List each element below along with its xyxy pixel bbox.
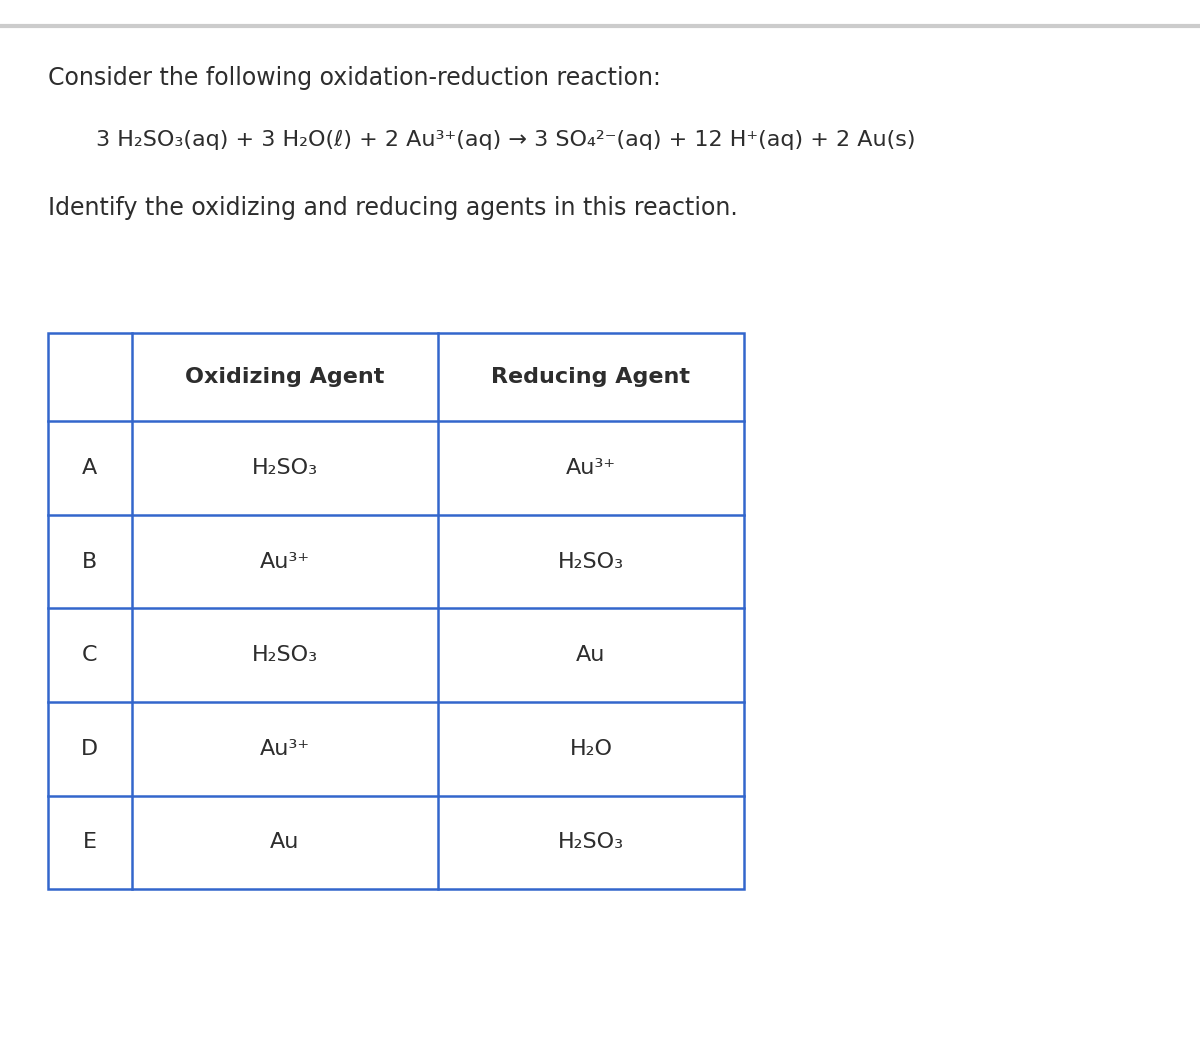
Text: D: D [82,738,98,759]
Text: A: A [82,458,97,478]
Text: Au: Au [576,645,606,666]
Text: Identify the oxidizing and reducing agents in this reaction.: Identify the oxidizing and reducing agen… [48,196,738,220]
Text: 3 H₂SO₃(aq) + 3 H₂O(ℓ) + 2 Au³⁺(aq) → 3 SO₄²⁻(aq) + 12 H⁺(aq) + 2 Au(s): 3 H₂SO₃(aq) + 3 H₂O(ℓ) + 2 Au³⁺(aq) → 3 … [96,130,916,151]
Text: H₂SO₃: H₂SO₃ [252,645,318,666]
Text: C: C [82,645,97,666]
Text: Reducing Agent: Reducing Agent [491,367,690,387]
Text: Au³⁺: Au³⁺ [566,458,616,478]
Text: Au³⁺: Au³⁺ [259,551,310,572]
Text: Consider the following oxidation-reduction reaction:: Consider the following oxidation-reducti… [48,66,661,90]
Text: H₂O: H₂O [569,738,612,759]
Text: Au: Au [270,832,299,853]
Text: Oxidizing Agent: Oxidizing Agent [185,367,384,387]
Text: H₂SO₃: H₂SO₃ [558,551,624,572]
Text: B: B [82,551,97,572]
Text: E: E [83,832,97,853]
Bar [48,333,744,889]
Text: H₂SO₃: H₂SO₃ [252,458,318,478]
Text: Au³⁺: Au³⁺ [259,738,310,759]
Text: H₂SO₃: H₂SO₃ [558,832,624,853]
